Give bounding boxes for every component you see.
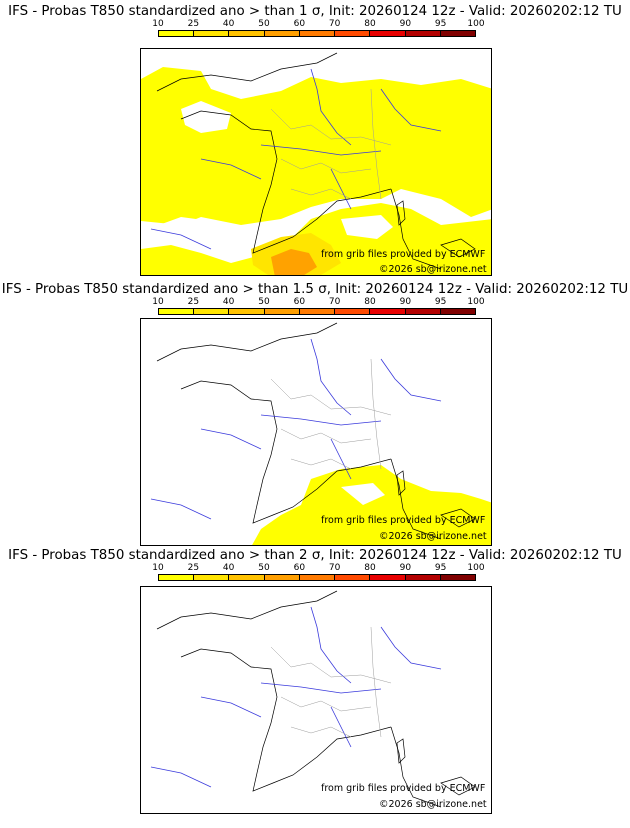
- colorbar-tick-label: 100: [467, 19, 485, 29]
- probability-shading: [252, 465, 491, 545]
- colorbar-segment: [370, 31, 406, 36]
- colorbar-segment: [299, 31, 336, 36]
- colorbar-tick-label: 80: [364, 19, 376, 29]
- source-credit: from grib files provided by ECMWF: [321, 515, 486, 526]
- colorbar-tick-label: 100: [467, 297, 485, 307]
- colorbar-segment: [370, 575, 406, 580]
- rivers: [150, 606, 442, 788]
- colorbar-segment: [194, 309, 230, 314]
- colorbar-segment: [405, 31, 441, 36]
- colorbar-tick-label: 50: [258, 19, 270, 29]
- colorbar-segment: [335, 31, 371, 36]
- colorbar-tick-label: 40: [222, 563, 235, 573]
- colorbar-segment: [440, 309, 475, 314]
- colorbar-tick-label: 10: [152, 563, 164, 573]
- colorbar-tick-label: 25: [187, 19, 200, 29]
- colorbar-tick-label: 10: [152, 297, 164, 307]
- admin-borders: [270, 626, 392, 738]
- colorbar-tick-label: 60: [293, 19, 306, 29]
- colorbar-tick-label: 95: [434, 297, 447, 307]
- coastlines: [156, 52, 476, 270]
- colorbar-tick-label: 40: [222, 19, 235, 29]
- colorbar-segment: [229, 31, 265, 36]
- colorbar-tick-label: 60: [293, 563, 306, 573]
- colorbar-segment: [159, 575, 195, 580]
- colorbar-tick-label: 70: [328, 297, 341, 307]
- colorbar-segment: [264, 31, 300, 36]
- colorbar-tick-label: 95: [434, 563, 447, 573]
- panel-3-title: IFS - Probas T850 standardized ano > tha…: [8, 548, 622, 563]
- colorbar-segment: [299, 309, 336, 314]
- colorbar-tick-label: 40: [222, 297, 235, 307]
- colorbar-segment: [194, 575, 230, 580]
- colorbar-ticks: 10 25 40 50 60 70 80 90 95 100: [152, 19, 484, 29]
- colorbar-segment: [229, 575, 265, 580]
- colorbar-tick-label: 80: [364, 297, 376, 307]
- coastlines: [156, 322, 476, 540]
- colorbar-segment: [370, 309, 406, 314]
- copyright-credit: ©2026 sb@irizone.net: [379, 531, 487, 542]
- colorbar-segment: [299, 575, 336, 580]
- colorbar-segment: [440, 31, 475, 36]
- map-svg-2: [150, 322, 491, 545]
- admin-borders: [270, 358, 392, 470]
- map-svg-3: [150, 590, 476, 808]
- colorbar: [158, 308, 476, 315]
- colorbar-tick-label: 70: [328, 563, 341, 573]
- colorbar-tick-label: 90: [399, 19, 412, 29]
- colorbar-tick-label: 25: [187, 297, 200, 307]
- colorbar-segment: [194, 31, 230, 36]
- rivers: [150, 338, 442, 520]
- colorbar-tick-label: 90: [399, 297, 412, 307]
- rivers: [150, 68, 442, 250]
- probability-shading: [141, 49, 491, 275]
- colorbar-tick-label: 95: [434, 19, 447, 29]
- colorbar-tick-label: 70: [328, 19, 341, 29]
- copyright-credit: ©2026 sb@irizone.net: [379, 799, 487, 810]
- admin-borders: [270, 88, 392, 200]
- colorbar-tick-label: 50: [258, 297, 270, 307]
- colorbar-segment: [159, 31, 195, 36]
- panel-2-title: IFS - Probas T850 standardized ano > tha…: [1, 282, 629, 297]
- panel-1: IFS - Probas T850 standardized ano > tha…: [0, 4, 630, 276]
- colorbar-segment: [229, 309, 265, 314]
- colorbar-segment: [440, 575, 475, 580]
- colorbar-ticks: 10 25 40 50 60 70 80 90 95 100: [152, 297, 484, 307]
- colorbar-segment: [264, 575, 300, 580]
- colorbar-tick-label: 50: [258, 563, 270, 573]
- map-panel-2: from grib files provided by ECMWF ©2026 …: [140, 318, 492, 546]
- map-svg-1: [141, 49, 491, 275]
- source-credit: from grib files provided by ECMWF: [321, 783, 486, 794]
- map-panel-1: from grib files provided by ECMWF ©2026 …: [140, 48, 492, 276]
- colorbar-segment: [335, 309, 371, 314]
- colorbar-tick-label: 100: [467, 563, 485, 573]
- coastlines: [156, 590, 476, 808]
- colorbar-ticks: 10 25 40 50 60 70 80 90 95 100: [152, 563, 484, 573]
- map-panel-3: from grib files provided by ECMWF ©2026 …: [140, 586, 492, 814]
- colorbar: [158, 574, 476, 581]
- source-credit: from grib files provided by ECMWF: [321, 249, 486, 260]
- colorbar-tick-label: 60: [293, 297, 306, 307]
- colorbar-tick-label: 25: [187, 563, 200, 573]
- copyright-credit: ©2026 sb@irizone.net: [379, 264, 487, 275]
- colorbar-segment: [405, 575, 441, 580]
- panel-1-title: IFS - Probas T850 standardized ano > tha…: [8, 4, 622, 19]
- panel-2: IFS - Probas T850 standardized ano > tha…: [0, 282, 630, 554]
- colorbar: [158, 30, 476, 37]
- colorbar-segment: [405, 309, 441, 314]
- colorbar-segment: [264, 309, 300, 314]
- panel-3: IFS - Probas T850 standardized ano > tha…: [0, 548, 630, 820]
- colorbar-segment: [159, 309, 195, 314]
- colorbar-tick-label: 80: [364, 563, 376, 573]
- colorbar-tick-label: 90: [399, 563, 412, 573]
- colorbar-tick-label: 10: [152, 19, 164, 29]
- colorbar-segment: [335, 575, 371, 580]
